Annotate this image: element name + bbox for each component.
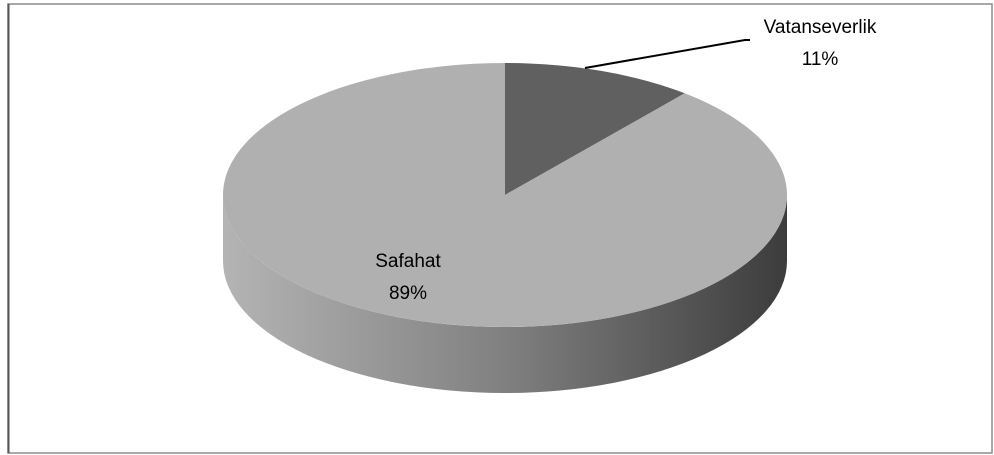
slice-label: Safahat: [375, 251, 441, 272]
slice-value-label: 89%: [389, 283, 427, 304]
slice-side: [223, 195, 787, 393]
slice: [222, 63, 787, 327]
leader-line: [584, 39, 750, 69]
slice-label: Vatanseverlik: [764, 17, 877, 38]
slice: [505, 63, 685, 195]
slice-value-label: 11%: [802, 49, 839, 70]
